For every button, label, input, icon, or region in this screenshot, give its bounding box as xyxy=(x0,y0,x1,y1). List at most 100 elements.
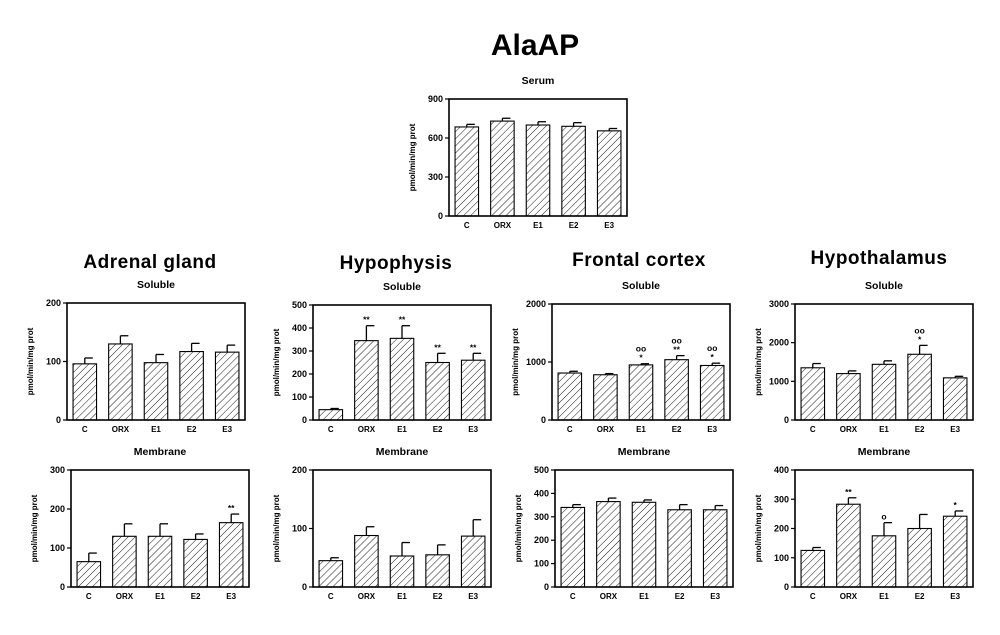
plot-frame xyxy=(794,469,974,588)
bar xyxy=(112,535,137,588)
x-category-label: ORX xyxy=(112,425,130,434)
x-category-label: E3 xyxy=(222,425,232,434)
bar xyxy=(628,364,654,421)
significance-mark: o xyxy=(881,512,886,522)
x-category-label: E1 xyxy=(879,425,889,434)
y-tick-label: 400 xyxy=(774,465,789,475)
x-category-label: E2 xyxy=(915,592,925,601)
x-category-label: E2 xyxy=(672,425,682,434)
y-axis-label: pmol/min/mg prot xyxy=(272,494,281,562)
panel-title: Membrane xyxy=(618,446,671,458)
y-axis-label: pmol/min/mg prot xyxy=(514,494,523,562)
y-tick-label: 300 xyxy=(428,172,443,182)
chart-serum: Serum pmol/min/mg prot 0 300 600 900 C ORX E1 E2 E… xyxy=(408,75,628,230)
y-tick-label: 400 xyxy=(292,323,307,333)
x-category-label: E2 xyxy=(433,425,443,434)
x-category-label: E3 xyxy=(710,592,720,601)
y-axis-label: pmol/min/mg prot xyxy=(408,123,417,191)
x-category-label: E3 xyxy=(950,592,960,601)
y-tick-label: 900 xyxy=(428,94,443,104)
bar xyxy=(907,353,932,421)
x-category-label: E1 xyxy=(636,425,646,434)
significance-mark: ** xyxy=(845,487,852,497)
x-category-label: E1 xyxy=(533,221,543,230)
bar xyxy=(836,373,861,421)
y-axis-label: pmol/min/mg prot xyxy=(511,328,520,396)
bar xyxy=(318,409,344,421)
y-tick-label: 1000 xyxy=(526,357,546,367)
x-category-label: ORX xyxy=(597,425,615,434)
bar xyxy=(702,509,728,588)
organ-title-frontal-cortex: Frontal cortex xyxy=(572,250,706,271)
x-category-label: E1 xyxy=(155,592,165,601)
y-tick-label: 0 xyxy=(784,582,789,592)
bar xyxy=(183,538,208,588)
chart-panels: Serum pmol/min/mg prot 0 300 600 900 C ORX E1 E2 E… xyxy=(26,75,974,601)
x-category-label: C xyxy=(82,425,88,434)
significance-mark: * xyxy=(711,352,715,362)
y-tick-label: 0 xyxy=(544,582,549,592)
panel-title: Soluble xyxy=(383,281,421,293)
bar xyxy=(460,359,486,421)
bar xyxy=(318,560,344,588)
x-category-label: E1 xyxy=(397,592,407,601)
y-tick-label: 0 xyxy=(60,582,65,592)
y-tick-label: 200 xyxy=(292,369,307,379)
x-category-label: C xyxy=(86,592,92,601)
x-category-label: E2 xyxy=(569,221,579,230)
plot-frame xyxy=(794,303,974,421)
x-category-label: ORX xyxy=(116,592,134,601)
x-category-label: ORX xyxy=(600,592,618,601)
x-category-label: ORX xyxy=(840,592,858,601)
y-axis-label: pmol/min/mg prot xyxy=(272,328,281,396)
bar xyxy=(667,509,692,588)
y-tick-label: 0 xyxy=(56,415,61,425)
y-tick-label: 200 xyxy=(292,465,307,475)
plot-frame xyxy=(70,469,250,588)
bar xyxy=(871,535,897,588)
bar xyxy=(425,361,450,421)
bar xyxy=(561,125,586,217)
y-tick-label: 200 xyxy=(534,535,549,545)
significance-mark: ** xyxy=(228,503,235,513)
bar xyxy=(179,351,204,421)
bar xyxy=(147,535,173,588)
y-tick-label: 200 xyxy=(50,504,65,514)
bar xyxy=(525,124,551,217)
x-category-label: E2 xyxy=(675,592,685,601)
y-tick-label: 1000 xyxy=(769,376,789,386)
bar xyxy=(76,561,102,588)
x-category-label: C xyxy=(567,425,573,434)
bar xyxy=(460,535,486,588)
chart-hypophysis-soluble: Soluble pmol/min/mg prot 0 100 200 300 400 500 C… xyxy=(272,281,492,434)
y-tick-label: 2000 xyxy=(769,338,789,348)
y-tick-label: 2000 xyxy=(526,299,546,309)
panel-title: Soluble xyxy=(137,279,175,291)
bar xyxy=(389,337,415,421)
y-tick-label: 300 xyxy=(774,494,789,504)
x-category-label: ORX xyxy=(358,425,376,434)
y-tick-label: 600 xyxy=(428,133,443,143)
x-category-label: E3 xyxy=(468,592,478,601)
bar xyxy=(631,501,657,588)
bar xyxy=(596,130,622,217)
x-category-label: E2 xyxy=(433,592,443,601)
organ-title-adrenal: Adrenal gland xyxy=(83,252,216,273)
bar xyxy=(560,506,586,588)
organ-title-hypophysis: Hypophysis xyxy=(340,253,453,274)
significance-mark: oo xyxy=(707,343,717,353)
x-category-label: C xyxy=(570,592,576,601)
x-category-label: ORX xyxy=(358,592,376,601)
y-tick-label: 100 xyxy=(46,357,61,367)
y-tick-label: 0 xyxy=(302,415,307,425)
plot-frame xyxy=(312,469,492,588)
bar xyxy=(699,364,725,421)
chart-adrenal-soluble: Soluble pmol/min/mg prot 0 100 200 C ORX E1 E2 E3 xyxy=(26,279,246,434)
significance-mark: * xyxy=(954,500,958,510)
y-tick-label: 0 xyxy=(784,415,789,425)
x-category-label: E1 xyxy=(639,592,649,601)
bar xyxy=(72,363,98,421)
